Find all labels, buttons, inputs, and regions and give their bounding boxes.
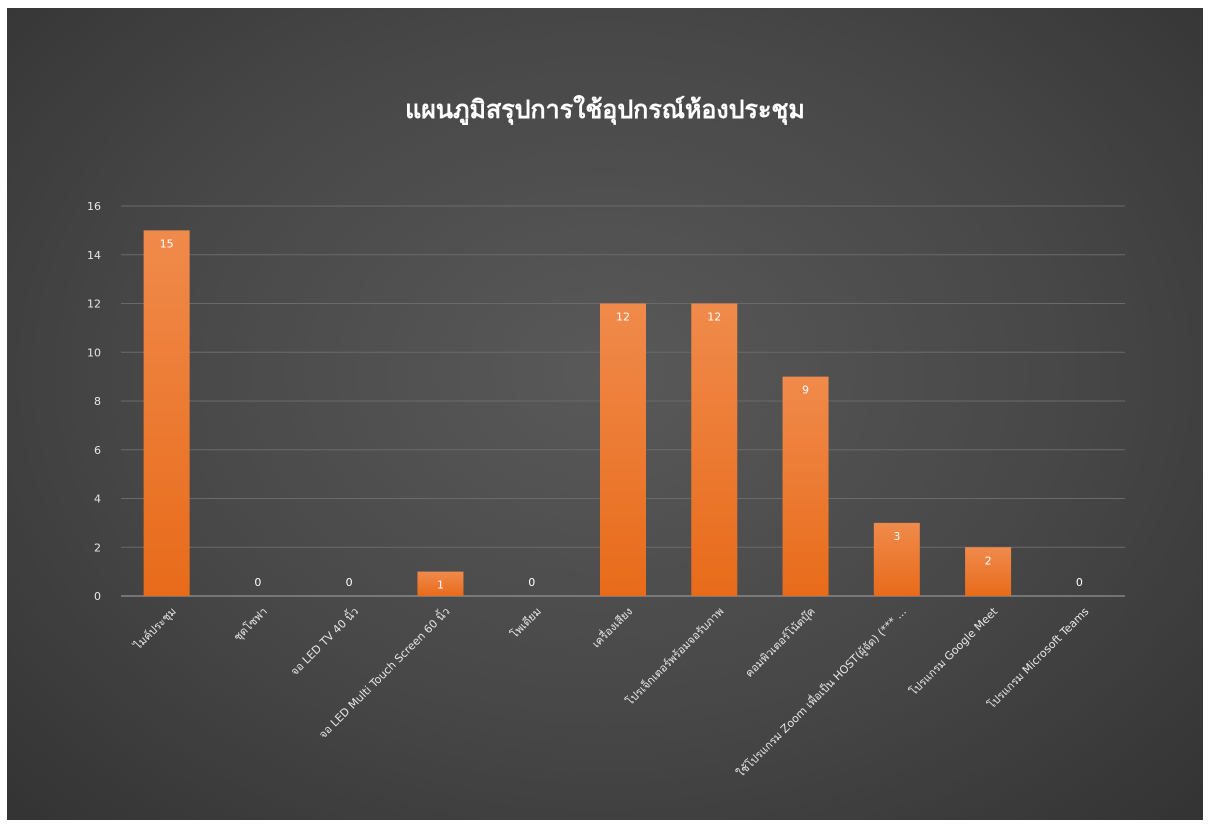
bar bbox=[417, 571, 464, 596]
category-label: ชุดโซฟา bbox=[230, 604, 270, 644]
y-tick-label: 2 bbox=[94, 541, 101, 554]
bar bbox=[873, 522, 920, 596]
chart-title: แผนภูมิสรุปการใช้อุปกรณ์ห้องประชุม bbox=[405, 95, 805, 124]
x-axis-categories: ไมค์ประชุม ชุดโซฟา จอ LED TV 40 นิ้วจอ LED… bbox=[131, 604, 1092, 780]
data-label: 0 bbox=[528, 576, 535, 589]
bar bbox=[965, 547, 1012, 596]
data-label: 2 bbox=[985, 554, 992, 567]
y-tick-label: 4 bbox=[94, 493, 101, 506]
y-tick-label: 10 bbox=[87, 346, 101, 359]
category-label: โปรแกรม Microsoft Teams bbox=[984, 604, 1091, 711]
y-tick-label: 14 bbox=[87, 249, 101, 262]
data-label: 9 bbox=[802, 384, 809, 397]
y-tick-label: 16 bbox=[87, 200, 101, 213]
data-label: 0 bbox=[1076, 576, 1083, 589]
y-axis-ticks: 0 2 4 6 8 10 12 14 16 bbox=[87, 200, 101, 603]
data-label: 12 bbox=[707, 311, 721, 324]
bar bbox=[600, 303, 646, 596]
data-label: 0 bbox=[254, 576, 261, 589]
bars bbox=[143, 230, 1012, 596]
bar bbox=[691, 303, 738, 596]
category-label: ไมค์ประชุม bbox=[131, 605, 179, 653]
data-label: 12 bbox=[616, 311, 630, 324]
category-label: คอมพิวเตอร์โน้ตบุ๊ค bbox=[742, 604, 818, 680]
bar bbox=[143, 230, 190, 596]
y-tick-label: 6 bbox=[94, 444, 101, 457]
category-label: โปรแกรม Google Meet bbox=[906, 604, 1000, 698]
y-tick-label: 0 bbox=[94, 590, 101, 603]
data-label: 1 bbox=[437, 579, 444, 592]
bar-chart: 0246810121416 150 0 1 012 129320 ไมค์ประชุมช… bbox=[87, 200, 1125, 780]
category-label: โพเดียม bbox=[507, 604, 544, 641]
bar bbox=[782, 376, 829, 596]
y-tick-label: 12 bbox=[87, 298, 101, 311]
data-label: 0 bbox=[346, 576, 353, 589]
category-label: จอ LED TV 40 นิ้ว bbox=[287, 604, 362, 679]
category-label: โปรเจ็กเตอร์พร้อมจอรับภาพ bbox=[623, 604, 727, 708]
chart-area: แผนภูมิสรุปการใช้อุปกรณ์ห้องประชุม 0 2 4 6 8… bbox=[7, 8, 1203, 820]
category-label: เครื่องเสียง bbox=[588, 604, 635, 651]
category-label: ใช้โปรแกรม Zoom เพื่อเป็น HOST(ผู้จัด) (… bbox=[733, 604, 909, 780]
y-tick-label: 8 bbox=[94, 395, 101, 408]
data-label: 3 bbox=[893, 530, 900, 543]
data-label: 15 bbox=[160, 237, 174, 250]
data-labels: 15 0 0 1 0 12 12 9 3 2 0 bbox=[160, 237, 1083, 591]
